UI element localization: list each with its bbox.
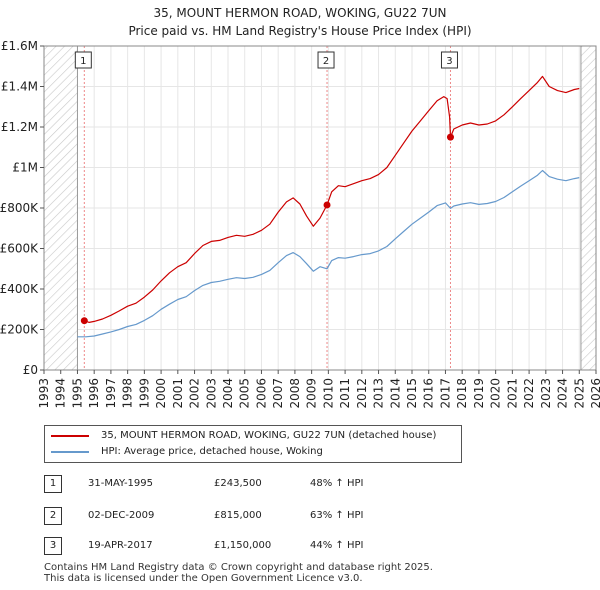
x-tick-label: 2022	[522, 378, 536, 409]
sale-marker-label: 3	[446, 56, 452, 67]
footer-line-2: This data is licensed under the Open Gov…	[44, 573, 363, 584]
x-tick-label: 1994	[54, 378, 68, 409]
x-tick-label: 2019	[472, 378, 486, 409]
y-tick-label: £1.4M	[1, 80, 38, 94]
x-tick-label: 1995	[70, 378, 84, 409]
sale-price: £243,500	[214, 478, 262, 489]
sale-marker-box	[440, 51, 458, 69]
x-tick-label: 2013	[372, 378, 386, 409]
x-tick-label: 2012	[355, 378, 369, 409]
sale-price: £815,000	[214, 510, 262, 521]
x-tick-label: 2020	[489, 378, 503, 409]
y-tick-label: £1M	[12, 161, 38, 175]
sale-hpi-change: 44% ↑ HPI	[310, 540, 364, 551]
sale-hpi-change: 48% ↑ HPI	[310, 478, 364, 489]
sale-number-badge: 1	[44, 475, 62, 493]
x-tick-label: 2004	[221, 378, 235, 409]
x-tick-label: 2008	[288, 378, 302, 409]
x-tick-label: 1993	[37, 378, 51, 409]
x-tick-label: 2000	[154, 378, 168, 409]
sale-point	[446, 133, 454, 141]
x-tick-label: 2021	[505, 378, 519, 409]
x-tick-label: 2016	[422, 378, 436, 409]
y-tick-label: £1.6M	[1, 39, 38, 53]
x-tick-label: 2002	[188, 378, 202, 409]
title-line-2: Price paid vs. HM Land Registry's House …	[128, 24, 472, 38]
y-tick-label: £800K	[0, 201, 39, 215]
title-line-1: 35, MOUNT HERMON ROAD, WOKING, GU22 7UN	[153, 6, 447, 20]
price-chart: 1 2 3 £0 £200K £400K £600K £800K £1M £1.2M £1.4M £…	[0, 39, 600, 409]
x-tick-label: 2026	[589, 378, 600, 409]
sale-marker-label: 1	[80, 56, 86, 67]
y-tick-label: £600K	[0, 242, 39, 256]
x-tick-label: 2014	[388, 378, 402, 409]
x-tick-label: 2023	[539, 378, 553, 409]
x-tick-label: 1997	[104, 378, 118, 409]
x-tick-label: 2018	[455, 378, 469, 409]
sale-price: £1,150,000	[214, 540, 272, 551]
x-tick-label: 1999	[137, 378, 151, 409]
y-tick-label: £0	[23, 363, 38, 377]
x-tick-label: 2009	[305, 378, 319, 409]
sale-marker-box	[74, 51, 92, 69]
x-tick-label: 2006	[254, 378, 268, 409]
sale-point	[323, 201, 331, 209]
y-tick-label: £400K	[0, 282, 39, 296]
sale-date: 19-APR-2017	[88, 540, 153, 551]
x-tick-label: 2025	[572, 378, 586, 409]
hatched-region	[580, 46, 596, 370]
sale-marker-label: 2	[323, 56, 329, 67]
footer-attribution: Contains HM Land Registry data © Crown c…	[44, 562, 433, 584]
x-tick-label: 2003	[204, 378, 218, 409]
legend-label-hpi: HPI: Average price, detached house, Woki…	[101, 446, 323, 457]
x-tick-label: 2010	[321, 378, 335, 409]
x-tick-label: 2011	[338, 378, 352, 409]
sale-number-badge: 3	[44, 537, 62, 555]
hatched-region	[44, 46, 78, 370]
x-tick-label: 2001	[171, 378, 185, 409]
legend-swatch-hpi	[51, 451, 89, 453]
legend-label-property: 35, MOUNT HERMON ROAD, WOKING, GU22 7UN …	[101, 430, 437, 441]
y-tick-label: £1.2M	[1, 120, 38, 134]
legend-swatch-property	[51, 435, 89, 437]
x-tick-label: 1998	[121, 378, 135, 409]
x-tick-label: 2007	[271, 378, 285, 409]
footer-line-1: Contains HM Land Registry data © Crown c…	[44, 562, 433, 573]
sale-date: 02-DEC-2009	[88, 510, 155, 521]
x-tick-label: 2015	[405, 378, 419, 409]
hpi-series-line	[77, 169, 580, 338]
x-tick-label: 1996	[87, 378, 101, 409]
sale-number-badge: 2	[44, 507, 62, 525]
x-tick-label: 2017	[438, 378, 452, 409]
x-tick-label: 2005	[238, 378, 252, 409]
legend: 35, MOUNT HERMON ROAD, WOKING, GU22 7UN …	[44, 425, 462, 463]
y-tick-label: £200K	[0, 323, 39, 337]
chart-title: 35, MOUNT HERMON ROAD, WOKING, GU22 7UN …	[0, 4, 600, 40]
property-series-line	[84, 75, 580, 323]
sale-hpi-change: 63% ↑ HPI	[310, 510, 364, 521]
sale-point	[80, 317, 88, 325]
sale-marker-box	[317, 51, 335, 69]
sale-date: 31-MAY-1995	[88, 478, 154, 489]
x-tick-label: 2024	[556, 378, 570, 409]
